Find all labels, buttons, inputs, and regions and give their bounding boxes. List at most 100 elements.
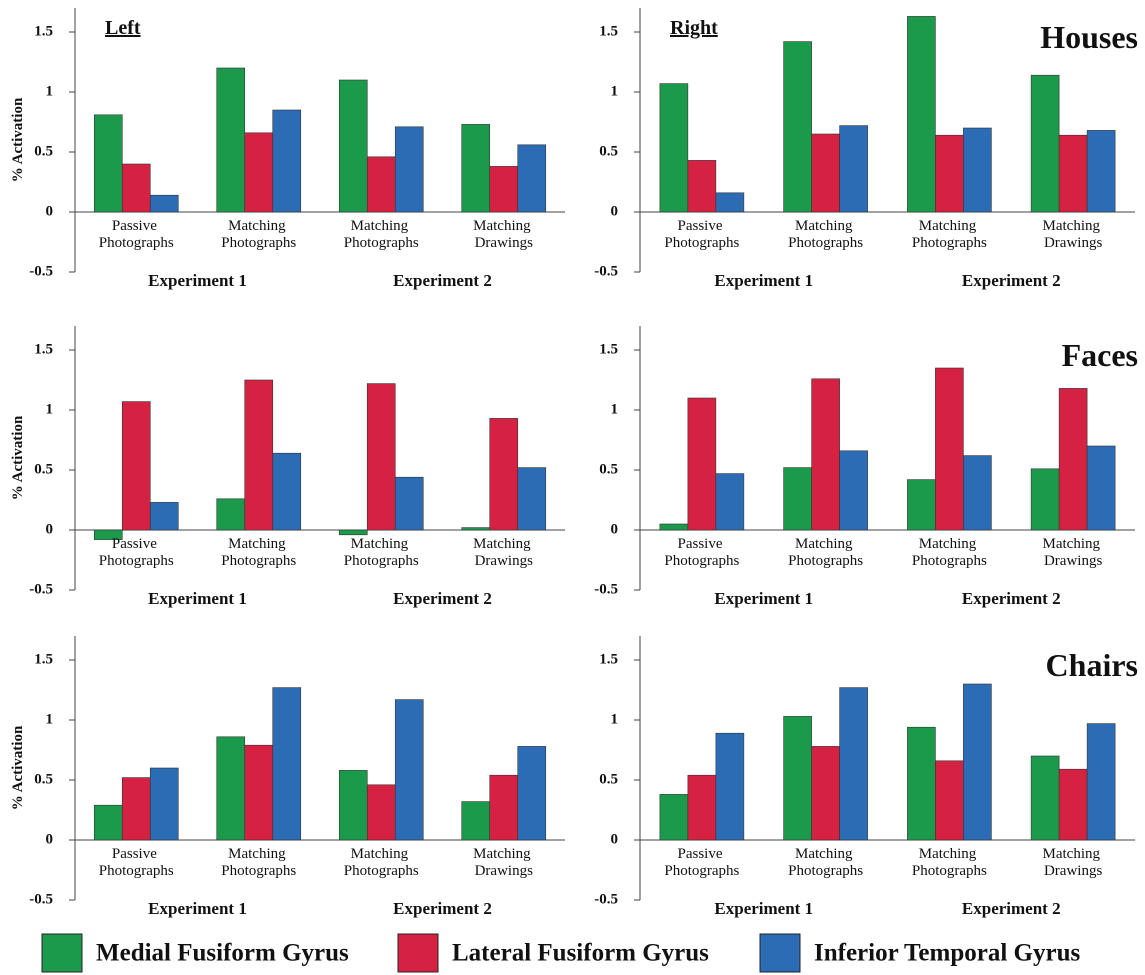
x-tick-label: Matching Photographs — [912, 218, 987, 251]
y-tick-label: 1.5 — [34, 651, 53, 667]
bar — [338, 79, 368, 213]
legend-label: Medial Fusiform Gyrus — [96, 940, 349, 967]
bar — [839, 687, 868, 841]
y-axis-label: % Activation — [10, 725, 26, 810]
bar — [839, 125, 868, 213]
bar — [715, 473, 745, 531]
group-label: Experiment 1 — [148, 899, 247, 918]
y-tick-label: 1.5 — [599, 651, 618, 667]
bar — [963, 455, 992, 531]
x-tick-label: Matching Photographs — [344, 846, 419, 879]
x-tick-label: Matching Photographs — [344, 218, 419, 251]
bar — [216, 498, 246, 531]
x-tick-label: Matching Drawings — [473, 218, 534, 251]
y-tick-label: 1.5 — [34, 23, 53, 39]
y-tick-label: 1 — [46, 401, 54, 417]
bar — [811, 133, 840, 213]
y-tick-label: -0.5 — [594, 581, 618, 597]
y-tick-label: -0.5 — [29, 263, 53, 279]
y-tick-label: 1.5 — [599, 341, 618, 357]
bar — [811, 378, 840, 531]
bar — [907, 16, 936, 213]
bar — [783, 716, 812, 841]
y-tick-label: -0.5 — [29, 891, 53, 907]
x-tick-label: Matching Photographs — [912, 846, 987, 879]
bar — [461, 801, 491, 841]
bar — [935, 134, 964, 213]
y-axis-label: % Activation — [10, 415, 26, 500]
legend-swatch — [759, 933, 801, 973]
bar — [149, 767, 179, 841]
x-tick-label: Passive Photographs — [664, 536, 739, 569]
group-label: Experiment 1 — [714, 589, 813, 608]
group-label: Experiment 1 — [148, 271, 247, 290]
y-tick-label: 1 — [611, 83, 619, 99]
y-tick-label: 0.5 — [34, 461, 53, 477]
y-tick-label: -0.5 — [594, 263, 618, 279]
bar — [1058, 134, 1088, 213]
bar — [489, 774, 519, 841]
bar — [1030, 468, 1060, 531]
group-label: Experiment 2 — [393, 589, 492, 608]
panel-annotation: Faces — [1062, 337, 1138, 373]
bar — [811, 746, 840, 841]
x-tick-label: Passive Photographs — [99, 218, 174, 251]
bar — [272, 452, 302, 531]
bar — [489, 166, 519, 213]
panel-title: Left — [105, 17, 141, 39]
x-tick-label: Matching Photographs — [221, 218, 296, 251]
y-tick-label: -0.5 — [29, 581, 53, 597]
group-label: Experiment 2 — [393, 899, 492, 918]
y-tick-label: 1 — [611, 401, 619, 417]
legend-label: Inferior Temporal Gyrus — [814, 940, 1080, 967]
x-tick-label: Matching Photographs — [912, 536, 987, 569]
y-tick-label: 0 — [46, 831, 54, 847]
y-tick-label: 1 — [611, 711, 619, 727]
panel-title: Right — [670, 17, 718, 39]
bar — [93, 804, 123, 841]
bar — [659, 83, 689, 213]
y-tick-label: 0 — [46, 521, 54, 537]
y-tick-label: 1.5 — [599, 23, 618, 39]
panel-annotation: Houses — [1040, 19, 1138, 55]
legend-swatch — [397, 933, 439, 973]
bar — [366, 784, 396, 841]
bar — [93, 114, 123, 213]
bar — [1058, 388, 1088, 531]
y-tick-label: 0.5 — [599, 143, 618, 159]
bar — [1086, 723, 1116, 841]
bar — [1086, 130, 1116, 213]
bar — [149, 194, 179, 213]
bar — [244, 379, 274, 531]
x-tick-label: Matching Drawings — [473, 846, 534, 879]
group-label: Experiment 2 — [962, 899, 1061, 918]
x-tick-label: Passive Photographs — [99, 536, 174, 569]
legend-label: Lateral Fusiform Gyrus — [452, 940, 709, 967]
bar — [366, 156, 396, 213]
y-tick-label: 0 — [46, 203, 54, 219]
y-tick-label: 0 — [611, 521, 619, 537]
bar — [659, 523, 689, 531]
group-label: Experiment 2 — [962, 589, 1061, 608]
bar — [338, 770, 368, 841]
y-axis-label: % Activation — [10, 97, 26, 182]
bar — [715, 192, 745, 213]
x-tick-label: Passive Photographs — [99, 846, 174, 879]
y-tick-label: 0 — [611, 831, 619, 847]
bar — [394, 476, 424, 531]
bar — [338, 529, 368, 536]
group-label: Experiment 1 — [714, 271, 813, 290]
bar — [216, 736, 246, 841]
y-tick-label: 0 — [611, 203, 619, 219]
bar — [517, 467, 547, 531]
bar — [272, 687, 302, 841]
x-tick-label: Matching Drawings — [1043, 218, 1104, 251]
bar — [366, 383, 396, 531]
x-tick-label: Matching Photographs — [788, 846, 863, 879]
bar — [935, 760, 964, 841]
y-tick-label: 0.5 — [34, 771, 53, 787]
x-tick-label: Matching Photographs — [344, 536, 419, 569]
x-tick-label: Matching Photographs — [221, 536, 296, 569]
x-tick-label: Matching Photographs — [221, 846, 296, 879]
